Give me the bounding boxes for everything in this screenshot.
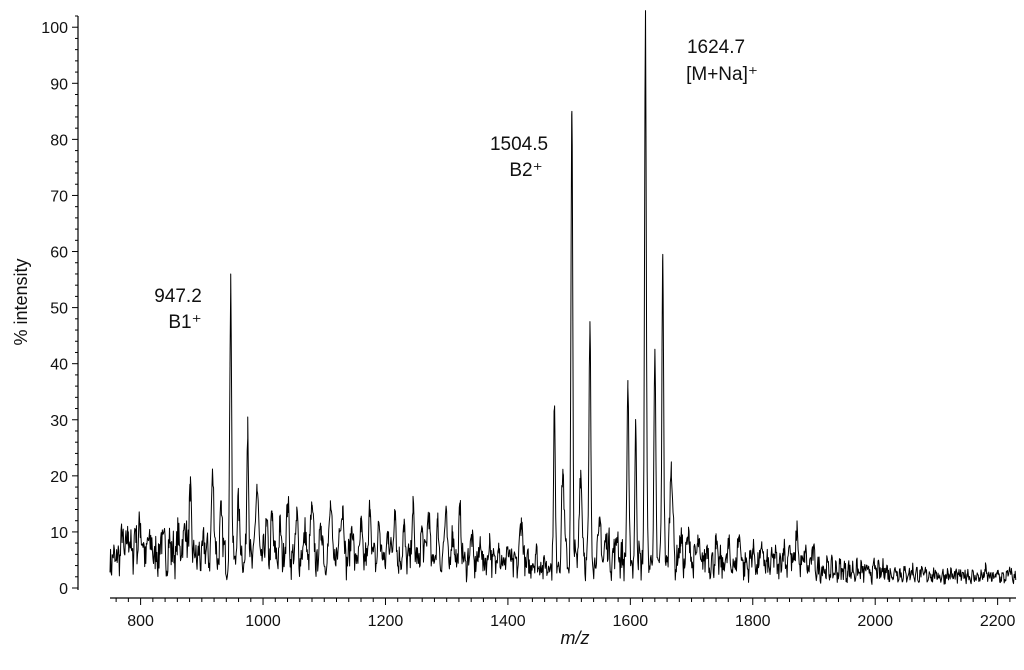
x-tick-label: 1400	[490, 613, 526, 630]
peak-label-mna-ion: [M+Na]⁺	[686, 64, 758, 85]
x-tick-label: 2200	[980, 613, 1016, 630]
y-tick-label: 30	[50, 413, 68, 430]
y-tick-label: 60	[50, 245, 68, 262]
peak-label-b1-mz: 947.2	[154, 286, 202, 307]
y-tick-label: 0	[59, 581, 68, 598]
y-tick-label: 80	[50, 132, 68, 149]
y-tick-label: 90	[50, 76, 68, 93]
y-axis-label: % intensity	[11, 258, 31, 345]
peak-label-b1-ion: B1⁺	[168, 312, 201, 333]
spectrum-trace	[109, 10, 1017, 585]
x-tick-label: 1000	[245, 613, 281, 630]
x-axis-label: m/z	[561, 628, 590, 648]
x-tick-label: 800	[127, 613, 154, 630]
y-tick-label: 100	[41, 20, 68, 37]
y-tick-label: 70	[50, 188, 68, 205]
x-tick-label: 1200	[368, 613, 404, 630]
y-tick-label: 40	[50, 357, 68, 374]
x-ticks: 800 1000 1200 1400 1600 1800 2000 2200	[115, 598, 1016, 630]
x-tick-label: 1600	[613, 613, 649, 630]
x-tick-label: 1800	[735, 613, 771, 630]
y-tick-label: 10	[50, 525, 68, 542]
peak-label-mna-mz: 1624.7	[687, 37, 745, 58]
x-tick-label: 2000	[857, 613, 893, 630]
y-tick-label: 50	[50, 301, 68, 318]
axes-group	[77, 16, 1016, 599]
y-ticks: 0 10 20 30 40 50 60 70 80 90 100	[41, 15, 78, 598]
y-tick-label: 20	[50, 469, 68, 486]
peak-label-b2-mz: 1504.5	[490, 134, 548, 155]
peak-label-b2-ion: B2⁺	[509, 160, 542, 181]
